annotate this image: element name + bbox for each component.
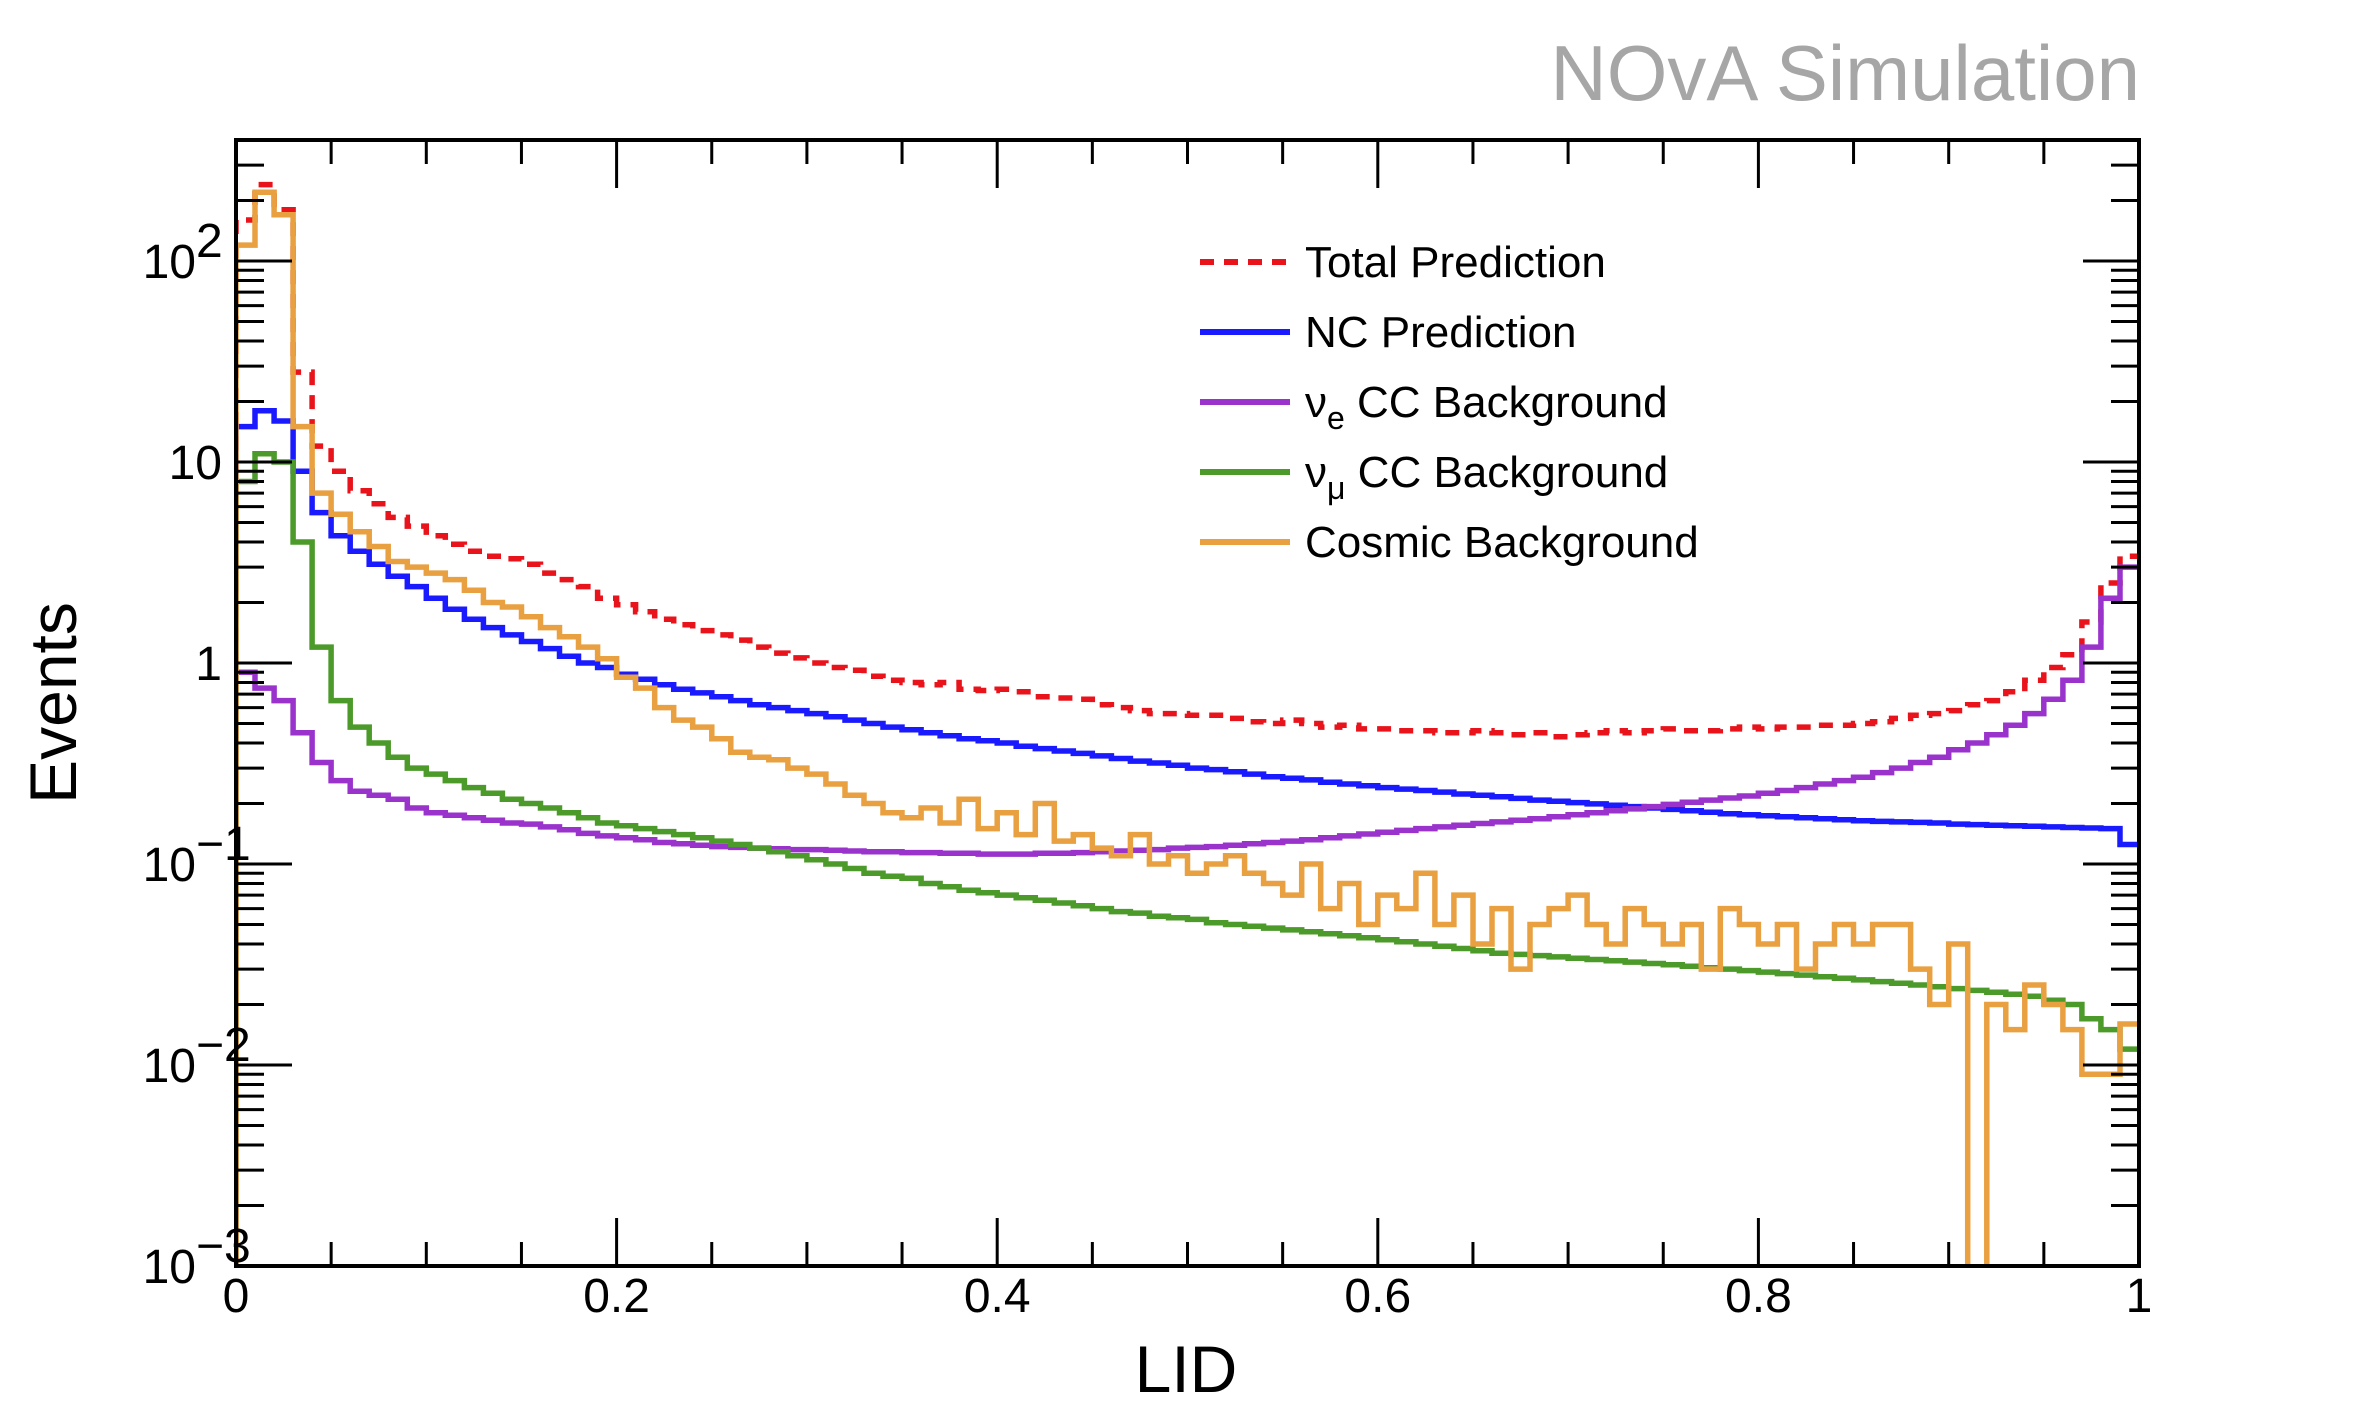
y-tick-label-2: 10 xyxy=(143,839,196,892)
series-line-0 xyxy=(236,181,2139,1266)
plot-frame xyxy=(234,138,2141,1268)
y-tick-exponent-2: −1 xyxy=(196,818,251,871)
x-tick-label-3: 0.6 xyxy=(1344,1270,1411,1323)
legend-label-4: Cosmic Background xyxy=(1305,518,1699,567)
series-line-1 xyxy=(236,407,2139,1266)
y-tick-label-3: 1 xyxy=(195,638,222,691)
y-tick-label-1: 10 xyxy=(143,1040,196,1093)
tick-layer xyxy=(234,138,2141,1268)
x-tick-label-4: 0.8 xyxy=(1725,1270,1792,1323)
series-line-4 xyxy=(236,189,2139,1266)
y-tick-exponent-0: −3 xyxy=(196,1220,251,1273)
y-axis-title: Events xyxy=(16,602,90,804)
legend-label-1: NC Prediction xyxy=(1305,308,1576,357)
legend-label-0: Total Prediction xyxy=(1305,238,1606,287)
y-tick-label-4: 10 xyxy=(169,437,222,490)
y-tick-exponent-5: 2 xyxy=(196,215,223,268)
plot-area xyxy=(234,138,2141,1268)
x-tick-label-5: 1 xyxy=(2126,1270,2153,1323)
series-line-3 xyxy=(236,450,2139,1266)
y-tick-label-5: 10 xyxy=(143,236,196,289)
watermark-title: NOvA Simulation xyxy=(1550,29,2140,117)
legend-label-3: νμ CC Background xyxy=(1305,448,1668,506)
x-axis-title: LID xyxy=(1135,1332,1238,1404)
y-tick-label-0: 10 xyxy=(143,1241,196,1294)
x-tick-label-2: 0.4 xyxy=(964,1270,1031,1323)
series-line-2 xyxy=(236,564,2139,1266)
legend: Total Prediction NC Prediction νe CC Backg… xyxy=(1200,238,1699,567)
x-tick-label-0: 0 xyxy=(223,1270,250,1323)
series-layer xyxy=(236,181,2139,1266)
y-tick-exponent-1: −2 xyxy=(196,1019,251,1072)
x-tick-label-1: 0.2 xyxy=(583,1270,650,1323)
legend-label-2: νe CC Background xyxy=(1305,378,1668,436)
